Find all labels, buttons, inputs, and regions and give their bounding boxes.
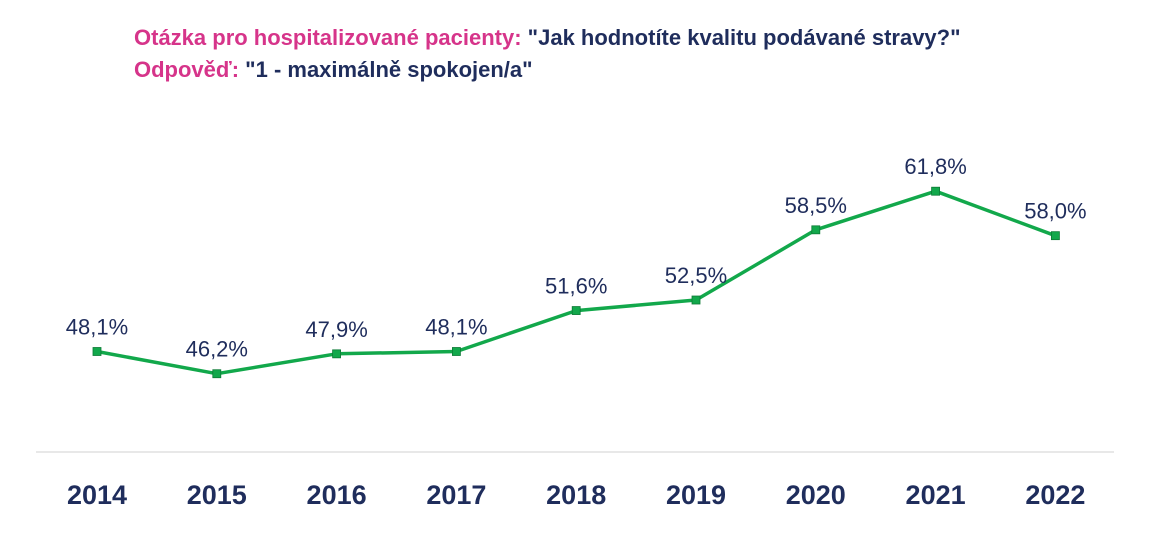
- data-point-marker: [332, 349, 342, 359]
- data-value-label: 47,9%: [305, 317, 367, 342]
- value-labels-group: 48,1% 46,2% 47,9% 48,1% 51,6% 52,5% 58,5% 61,8%…: [66, 154, 1087, 362]
- data-point-marker: [1051, 231, 1060, 241]
- data-value-label: 46,2%: [186, 337, 248, 362]
- data-point-marker: [691, 295, 701, 305]
- x-tick-label: 2018: [546, 480, 606, 510]
- data-value-label: 48,1%: [425, 315, 487, 340]
- x-tick-label: 2015: [187, 480, 247, 510]
- data-point-marker: [811, 225, 821, 235]
- x-tick-label: 2017: [426, 480, 486, 510]
- x-tick-label: 2016: [307, 480, 367, 510]
- data-value-label: 51,6%: [545, 274, 607, 299]
- x-tick-label: 2022: [1025, 480, 1085, 510]
- data-value-label: 48,1%: [66, 315, 128, 340]
- data-value-label: 61,8%: [904, 154, 966, 179]
- x-tick-label: 2020: [786, 480, 846, 510]
- chart-header: Otázka pro hospitalizované pacienty: "Ja…: [134, 22, 961, 86]
- x-tick-label: 2019: [666, 480, 726, 510]
- data-value-label: 52,5%: [665, 263, 727, 288]
- question-label: Otázka pro hospitalizované pacienty:: [134, 25, 522, 50]
- markers-group: [92, 186, 1060, 379]
- question-line: Otázka pro hospitalizované pacienty: "Ja…: [134, 22, 961, 54]
- data-point-marker: [212, 369, 222, 379]
- data-point-marker: [931, 186, 940, 196]
- x-tick-label: 2014: [67, 480, 127, 510]
- data-point-marker: [571, 306, 581, 315]
- data-value-label: 58,5%: [785, 193, 847, 218]
- x-tick-label: 2021: [906, 480, 966, 510]
- data-point-marker: [92, 347, 102, 356]
- answer-label: Odpověď:: [134, 57, 240, 82]
- data-point-marker: [451, 347, 461, 356]
- year-labels-group: 2014 2015 2016 2017 2018 2019 2020 2021 2022: [67, 480, 1085, 510]
- answer-line: Odpověď: "1 - maximálně spokojen/a": [134, 54, 961, 86]
- data-value-label: 58,0%: [1024, 199, 1086, 224]
- question-text: "Jak hodnotíte kvalitu podávané stravy?": [527, 25, 961, 50]
- answer-text: "1 - maximálně spokojen/a": [245, 57, 533, 82]
